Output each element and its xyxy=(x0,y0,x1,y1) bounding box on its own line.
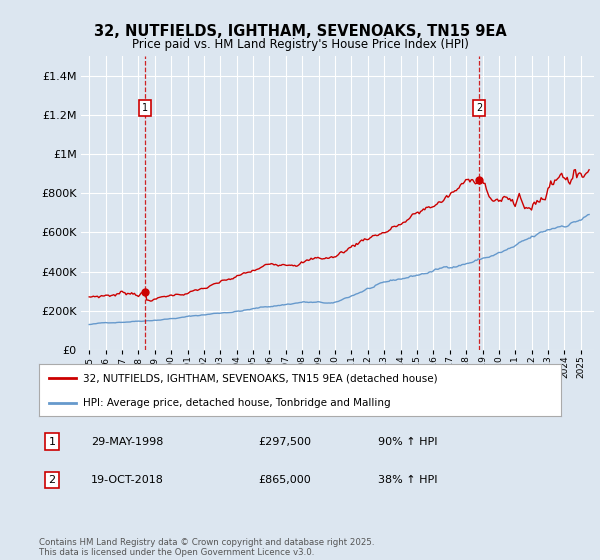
Text: £865,000: £865,000 xyxy=(258,475,311,485)
Text: 32, NUTFIELDS, IGHTHAM, SEVENOAKS, TN15 9EA (detached house): 32, NUTFIELDS, IGHTHAM, SEVENOAKS, TN15 … xyxy=(83,374,438,384)
Text: 90% ↑ HPI: 90% ↑ HPI xyxy=(379,436,438,446)
Text: 19-OCT-2018: 19-OCT-2018 xyxy=(91,475,164,485)
Text: 1: 1 xyxy=(142,103,148,113)
Text: Contains HM Land Registry data © Crown copyright and database right 2025.
This d: Contains HM Land Registry data © Crown c… xyxy=(39,538,374,557)
Text: 2: 2 xyxy=(476,103,482,113)
Text: Price paid vs. HM Land Registry's House Price Index (HPI): Price paid vs. HM Land Registry's House … xyxy=(131,38,469,50)
Text: 2: 2 xyxy=(49,475,56,485)
Text: 38% ↑ HPI: 38% ↑ HPI xyxy=(379,475,438,485)
Text: 1: 1 xyxy=(49,436,56,446)
Text: HPI: Average price, detached house, Tonbridge and Malling: HPI: Average price, detached house, Tonb… xyxy=(83,398,391,408)
Text: 32, NUTFIELDS, IGHTHAM, SEVENOAKS, TN15 9EA: 32, NUTFIELDS, IGHTHAM, SEVENOAKS, TN15 … xyxy=(94,24,506,39)
Text: 29-MAY-1998: 29-MAY-1998 xyxy=(91,436,164,446)
Text: £297,500: £297,500 xyxy=(258,436,311,446)
